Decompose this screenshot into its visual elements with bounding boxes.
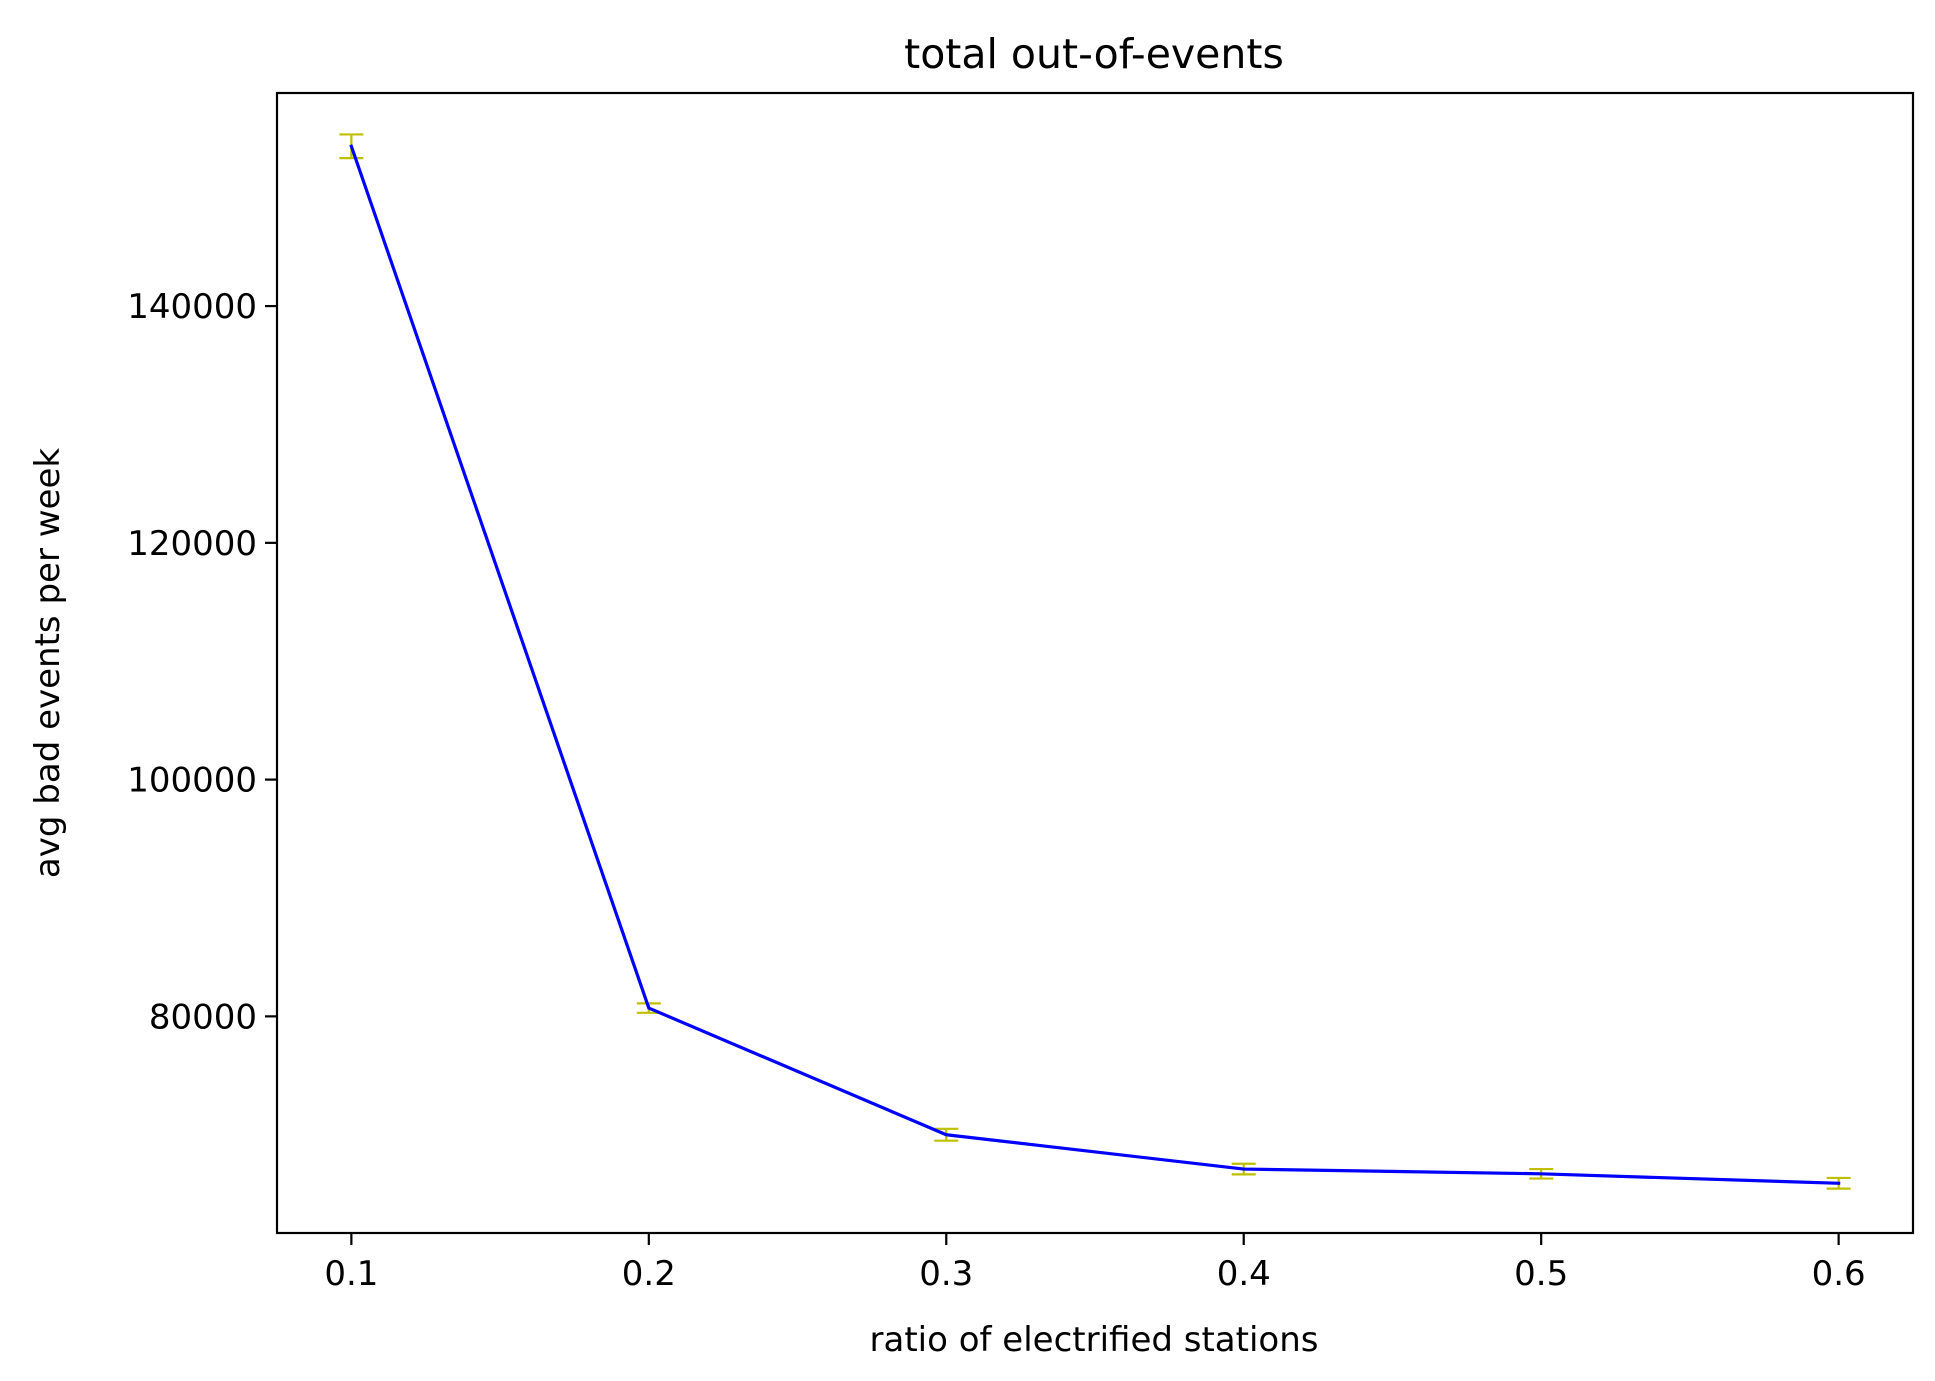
x-tick-label: 0.2 (622, 1254, 676, 1294)
plot-background (277, 93, 1913, 1233)
x-tick-label: 0.6 (1812, 1254, 1866, 1294)
series-line (349, 144, 1841, 1185)
x-tick-label: 0.1 (324, 1254, 378, 1294)
plot-area (277, 93, 1913, 1233)
x-tick-label: 0.5 (1514, 1254, 1568, 1294)
y-tick-label: 140000 (127, 287, 257, 327)
y-tick-label: 100000 (127, 761, 257, 801)
y-axis-ticks: 80000 100000 120000 140000 (127, 287, 277, 1037)
y-tick-label: 80000 (149, 997, 257, 1037)
x-axis-label: ratio of electrified stations (870, 1320, 1319, 1360)
x-axis-ticks: 0.1 0.2 0.3 0.4 0.5 0.6 (324, 1233, 1866, 1294)
y-axis-label: avg bad events per week (28, 448, 68, 878)
x-tick-label: 0.4 (1217, 1254, 1271, 1294)
plot-frame (275, 91, 1915, 1235)
x-tick-label: 0.3 (919, 1254, 973, 1294)
series-layer (339, 133, 1851, 1190)
chart-title: total out-of-events (904, 30, 1284, 78)
y-tick-label: 120000 (127, 524, 257, 564)
